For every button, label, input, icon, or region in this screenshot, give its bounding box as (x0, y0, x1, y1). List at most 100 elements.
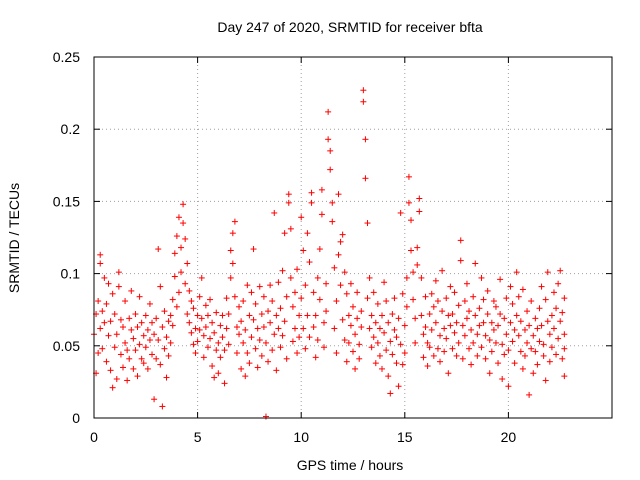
x-axis-ticks: 0 5 10 15 20 (90, 57, 516, 445)
data-point (233, 324, 240, 331)
data-point (461, 332, 468, 339)
data-point (553, 351, 560, 358)
data-point (273, 367, 280, 374)
data-point (296, 334, 303, 341)
x-tick-label: 0 (90, 429, 98, 445)
data-point (432, 277, 439, 284)
data-point (115, 269, 122, 276)
data-point (426, 311, 433, 318)
data-point (213, 309, 220, 316)
data-point (416, 195, 423, 202)
data-point (468, 361, 475, 368)
data-point (397, 209, 404, 216)
data-point (399, 361, 406, 368)
data-point (546, 358, 553, 365)
data-point (250, 316, 257, 323)
data-point (434, 298, 441, 305)
data-point (372, 360, 379, 367)
data-point (111, 344, 118, 351)
data-point (161, 345, 168, 352)
data-point (128, 287, 135, 294)
data-point (265, 308, 272, 315)
data-point (412, 315, 419, 322)
data-point (128, 326, 135, 333)
data-point (559, 309, 566, 316)
data-point (405, 199, 412, 206)
data-point (447, 283, 454, 290)
data-point (109, 290, 116, 297)
data-point (395, 315, 402, 322)
data-point (196, 326, 203, 333)
data-point (151, 396, 158, 403)
data-point (165, 352, 172, 359)
data-point (175, 289, 182, 296)
data-point (499, 376, 506, 383)
data-point (190, 305, 197, 312)
data-point (180, 220, 187, 227)
data-point (256, 283, 263, 290)
data-point (192, 325, 199, 332)
data-point (279, 332, 286, 339)
data-point (482, 355, 489, 362)
data-point (325, 136, 332, 143)
data-point (122, 298, 129, 305)
data-point (323, 308, 330, 315)
data-point (111, 311, 118, 318)
data-point (161, 308, 168, 315)
data-point (490, 298, 497, 305)
data-point (439, 267, 446, 274)
data-point (350, 303, 356, 310)
data-point (254, 325, 261, 332)
data-point (350, 348, 356, 355)
data-point (217, 322, 224, 329)
data-point (358, 324, 365, 331)
data-point (437, 332, 444, 339)
data-point (97, 260, 104, 267)
data-point (99, 308, 106, 315)
data-point (445, 312, 452, 319)
data-point (314, 337, 321, 344)
data-point (308, 199, 315, 206)
data-point (499, 341, 506, 348)
data-point (244, 350, 251, 357)
data-point (372, 319, 379, 326)
data-point (182, 280, 189, 287)
data-point (169, 322, 176, 329)
data-point (335, 191, 342, 198)
data-point (99, 345, 106, 352)
data-point (221, 380, 228, 387)
data-point (410, 269, 417, 276)
data-point (163, 374, 170, 381)
data-point (476, 305, 483, 312)
data-point (190, 341, 197, 348)
data-point (555, 335, 562, 342)
data-point (124, 347, 131, 354)
y-tick-label: 0.05 (53, 338, 80, 354)
data-point (534, 361, 541, 368)
data-point (557, 318, 564, 325)
data-point (327, 147, 334, 154)
data-point (472, 260, 479, 267)
grid-lines (94, 57, 612, 418)
data-point (167, 312, 174, 319)
data-point (441, 325, 448, 332)
data-point (364, 295, 371, 302)
data-point (140, 332, 147, 339)
data-point (410, 296, 417, 303)
data-point (327, 166, 334, 173)
data-point (236, 303, 243, 310)
data-point (298, 214, 305, 221)
data-point (424, 363, 431, 370)
data-point (173, 303, 180, 310)
data-point (459, 355, 466, 362)
data-point (515, 293, 522, 300)
data-point (509, 338, 516, 345)
data-point (352, 365, 359, 372)
data-point (408, 217, 415, 224)
data-point (466, 345, 473, 352)
x-axis-label: GPS time / hours (297, 457, 404, 473)
data-point (478, 274, 485, 281)
data-point (285, 191, 292, 198)
data-point (536, 338, 543, 345)
data-point (211, 329, 218, 336)
